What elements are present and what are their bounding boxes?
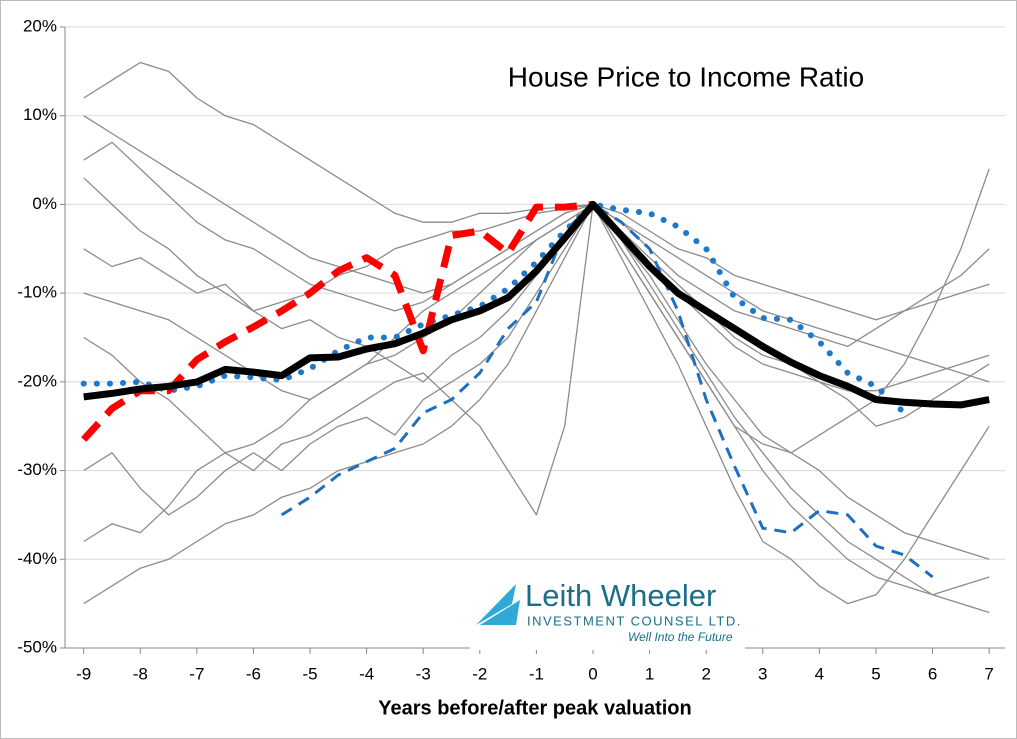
title-backdrop xyxy=(470,55,910,105)
x-tick-label: 0 xyxy=(588,664,597,683)
series-line xyxy=(80,201,908,416)
x-tick-label: -9 xyxy=(76,664,91,683)
x-tick-label: -7 xyxy=(189,664,204,683)
x-tick-label: 5 xyxy=(871,664,880,683)
y-tick-label: 10% xyxy=(23,105,57,124)
x-tick-label: 3 xyxy=(758,664,767,683)
logo-tagline: Well Into the Future xyxy=(628,630,733,644)
y-tick-label: -20% xyxy=(17,371,57,390)
x-tick-label: -3 xyxy=(416,664,431,683)
series-line xyxy=(83,203,990,560)
y-tick-label: -30% xyxy=(17,460,57,479)
series-line xyxy=(83,203,990,605)
x-tick-label: 2 xyxy=(701,664,710,683)
logo-name: Leith Wheeler xyxy=(525,578,716,613)
logo-icon xyxy=(476,584,520,625)
x-tick-label: 7 xyxy=(984,664,993,683)
series-line xyxy=(83,141,990,454)
y-tick-label: 20% xyxy=(23,16,57,35)
y-tick-label: -40% xyxy=(17,549,57,568)
logo-subtitle: INVESTMENT COUNSEL LTD. xyxy=(527,613,742,628)
series-line xyxy=(280,202,934,579)
x-tick-label: 4 xyxy=(815,664,824,683)
x-tick-label: -4 xyxy=(359,664,374,683)
x-tick-label: -2 xyxy=(472,664,487,683)
y-tick-label: -10% xyxy=(17,283,57,302)
series-line xyxy=(83,203,990,605)
x-tick-label: 6 xyxy=(928,664,937,683)
logo: Leith Wheeler INVESTMENT COUNSEL LTD. We… xyxy=(470,578,745,650)
series-line xyxy=(81,200,594,442)
x-axis-label: Years before/after peak valuation xyxy=(378,697,691,719)
x-tick-label: -1 xyxy=(529,664,544,683)
series-line xyxy=(83,203,990,401)
x-tick-label: -5 xyxy=(302,664,317,683)
y-tick-label: -50% xyxy=(17,637,57,656)
plot-area: -50% -40% -30% -20% -10% 0% 10% 20% -9 -8 -7 -6 -5 -4… xyxy=(17,16,1005,683)
series-line xyxy=(83,200,990,409)
chart-title: House Price to Income Ratio xyxy=(508,61,864,92)
x-tick-label: -8 xyxy=(133,664,148,683)
x-tick-label: -6 xyxy=(246,664,261,683)
x-tick-label: 1 xyxy=(645,664,654,683)
y-tick-label: 0% xyxy=(32,194,57,213)
